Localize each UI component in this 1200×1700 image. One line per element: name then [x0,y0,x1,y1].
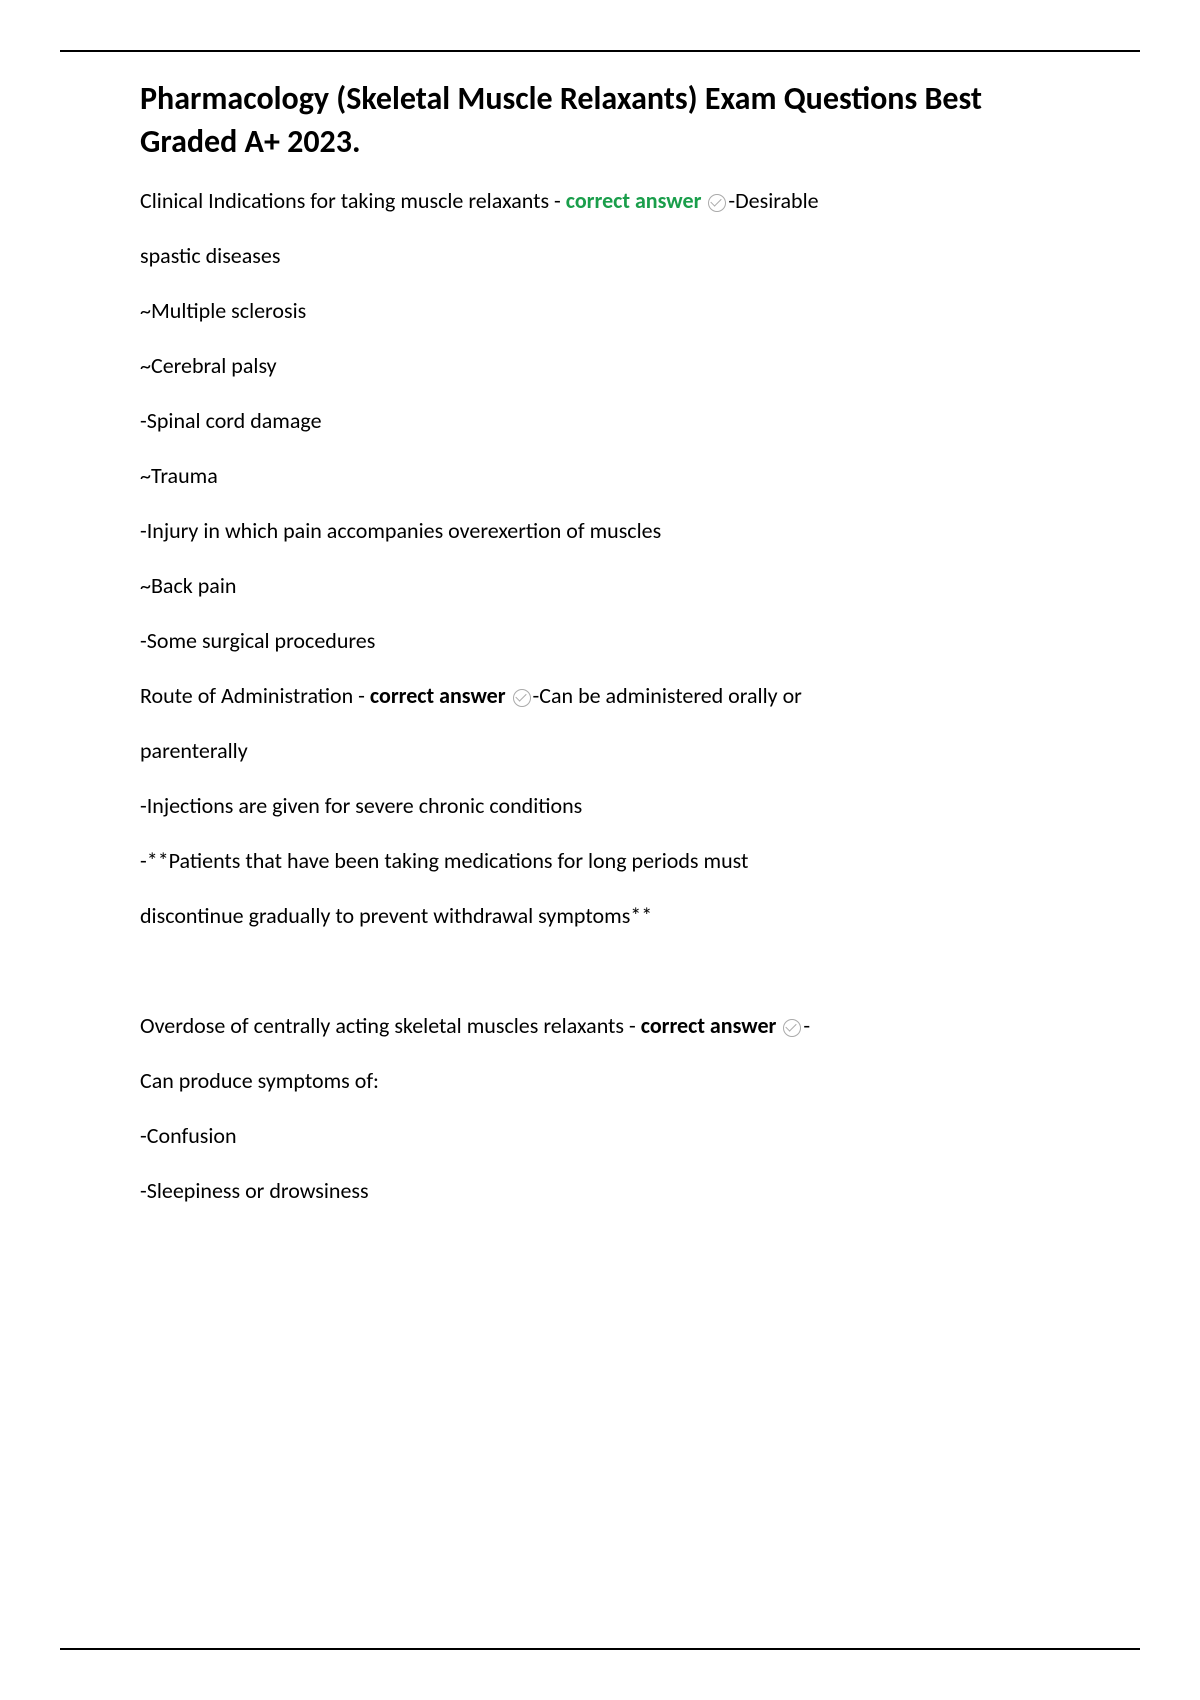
document-page: Pharmacology (Skeletal Muscle Relaxants)… [60,50,1140,1650]
q3-line: Can produce symptoms of: [140,1053,1060,1108]
q1-line: -Injury in which pain accompanies overex… [140,503,1060,558]
q3-line: -Confusion [140,1108,1060,1163]
q1-line: ~Multiple sclerosis [140,283,1060,338]
q2-prompt: Route of Administration - [140,682,370,709]
q2-line: parenterally [140,723,1060,778]
question-1: Clinical Indications for taking muscle r… [140,173,1060,228]
q2-line: -Injections are given for severe chronic… [140,778,1060,833]
correct-answer-label: correct answer [566,187,707,214]
q1-line: -Spinal cord damage [140,393,1060,448]
question-3: Overdose of centrally acting skeletal mu… [140,998,1060,1053]
check-icon [783,1019,801,1037]
q2-line: discontinue gradually to prevent withdra… [140,888,1060,943]
check-icon [513,689,531,707]
q1-answer-start: -Desirable [728,187,818,214]
q3-answer-start: - [803,1012,810,1039]
question-2: Route of Administration - correct answer… [140,668,1060,723]
q2-answer-start: -Can be administered orally or [533,682,802,709]
check-icon [708,194,726,212]
q1-line: ~Trauma [140,448,1060,503]
blank-line [140,943,1060,998]
correct-answer-label: correct answer [641,1012,782,1039]
q1-line: -Some surgical procedures [140,613,1060,668]
q1-prompt: Clinical Indications for taking muscle r… [140,187,566,214]
page-title: Pharmacology (Skeletal Muscle Relaxants)… [140,77,1060,163]
correct-answer-label: correct answer [370,682,511,709]
q1-line: ~Back pain [140,558,1060,613]
q1-line: ~Cerebral palsy [140,338,1060,393]
q2-line: -**Patients that have been taking medica… [140,833,1060,888]
q3-line: -Sleepiness or drowsiness [140,1163,1060,1218]
q1-line: spastic diseases [140,228,1060,283]
q3-prompt: Overdose of centrally acting skeletal mu… [140,1012,641,1039]
